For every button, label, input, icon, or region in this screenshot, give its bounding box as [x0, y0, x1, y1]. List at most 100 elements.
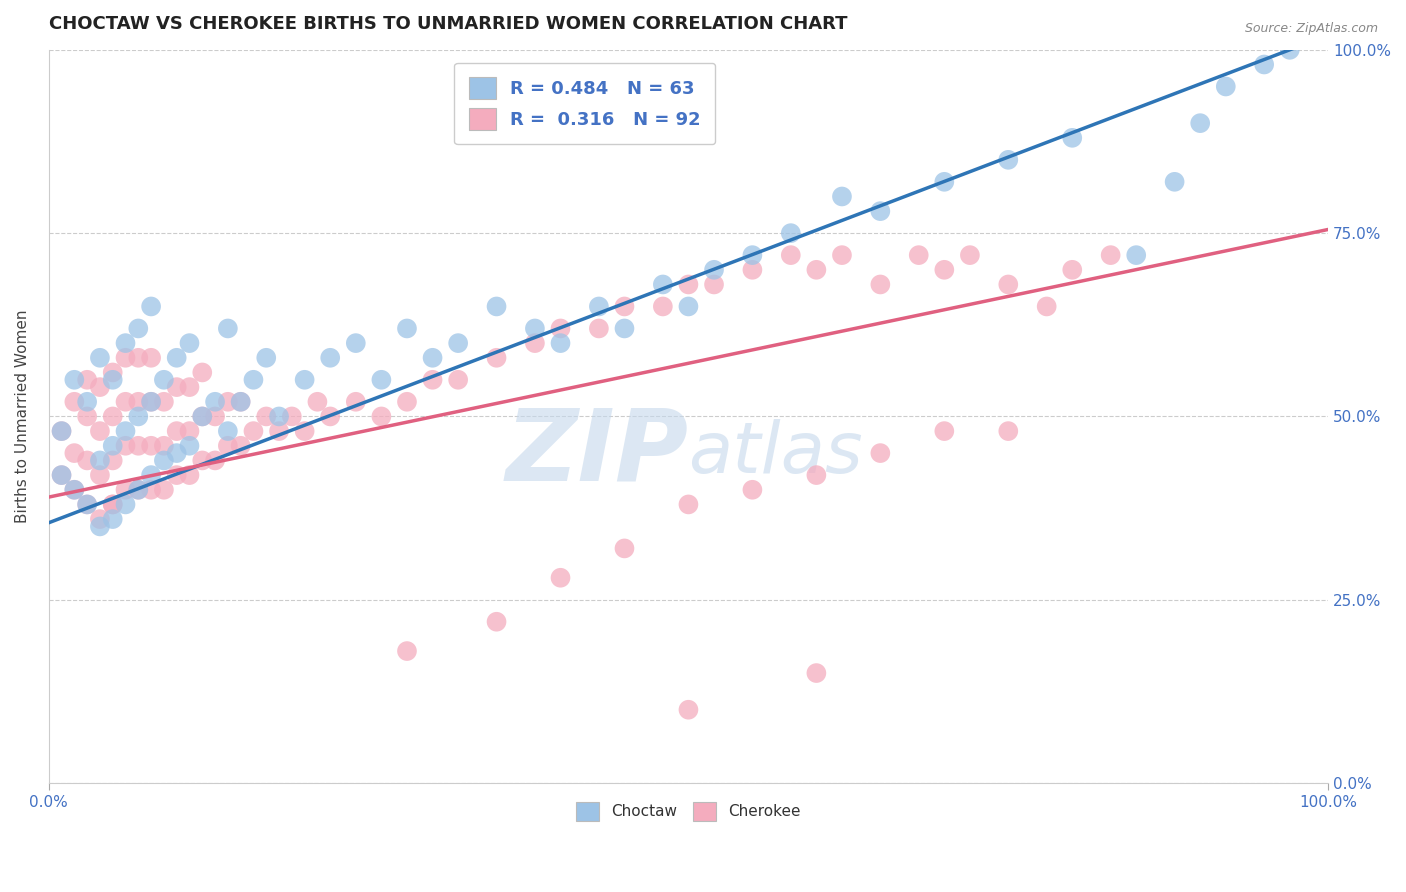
Point — [229, 394, 252, 409]
Point — [997, 424, 1019, 438]
Point — [139, 439, 162, 453]
Point — [447, 373, 470, 387]
Point — [281, 409, 304, 424]
Point — [523, 321, 546, 335]
Point — [395, 644, 418, 658]
Point — [63, 446, 86, 460]
Point — [153, 439, 176, 453]
Point — [254, 351, 277, 365]
Point — [76, 497, 98, 511]
Point — [101, 453, 124, 467]
Point — [139, 394, 162, 409]
Point — [101, 512, 124, 526]
Point — [139, 394, 162, 409]
Point — [89, 519, 111, 533]
Point — [139, 468, 162, 483]
Point — [51, 468, 73, 483]
Point — [217, 439, 239, 453]
Point — [1215, 79, 1237, 94]
Point — [166, 380, 188, 394]
Point — [485, 615, 508, 629]
Point — [319, 409, 342, 424]
Point — [114, 394, 136, 409]
Point — [127, 351, 149, 365]
Text: Source: ZipAtlas.com: Source: ZipAtlas.com — [1244, 22, 1378, 36]
Point — [63, 394, 86, 409]
Point — [613, 321, 636, 335]
Point — [307, 394, 329, 409]
Point — [806, 666, 828, 681]
Text: CHOCTAW VS CHEROKEE BIRTHS TO UNMARRIED WOMEN CORRELATION CHART: CHOCTAW VS CHEROKEE BIRTHS TO UNMARRIED … — [49, 15, 848, 33]
Point — [678, 277, 700, 292]
Point — [63, 483, 86, 497]
Point — [344, 336, 367, 351]
Point — [63, 373, 86, 387]
Point — [242, 424, 264, 438]
Point — [127, 321, 149, 335]
Point — [76, 373, 98, 387]
Point — [678, 300, 700, 314]
Point — [101, 366, 124, 380]
Point — [1062, 131, 1084, 145]
Point — [166, 424, 188, 438]
Point — [485, 300, 508, 314]
Point — [741, 248, 763, 262]
Point — [1163, 175, 1185, 189]
Point — [806, 468, 828, 483]
Point — [89, 468, 111, 483]
Point — [179, 439, 201, 453]
Point — [191, 409, 214, 424]
Point — [1099, 248, 1122, 262]
Point — [613, 541, 636, 556]
Point — [51, 424, 73, 438]
Point — [217, 424, 239, 438]
Point — [89, 351, 111, 365]
Point — [869, 446, 891, 460]
Point — [934, 424, 956, 438]
Point — [370, 409, 392, 424]
Point — [613, 300, 636, 314]
Point — [703, 262, 725, 277]
Point — [907, 248, 929, 262]
Point — [101, 497, 124, 511]
Point — [179, 380, 201, 394]
Point — [51, 424, 73, 438]
Point — [204, 409, 226, 424]
Point — [204, 453, 226, 467]
Point — [422, 373, 444, 387]
Point — [139, 351, 162, 365]
Point — [179, 336, 201, 351]
Point — [166, 446, 188, 460]
Point — [741, 483, 763, 497]
Point — [101, 409, 124, 424]
Point — [101, 373, 124, 387]
Point — [779, 248, 801, 262]
Point — [550, 571, 572, 585]
Point — [114, 351, 136, 365]
Point — [485, 351, 508, 365]
Point — [806, 262, 828, 277]
Text: atlas: atlas — [689, 418, 863, 488]
Point — [447, 336, 470, 351]
Point — [550, 336, 572, 351]
Point — [89, 380, 111, 394]
Point — [1125, 248, 1147, 262]
Point — [127, 409, 149, 424]
Point — [267, 424, 290, 438]
Point — [89, 424, 111, 438]
Point — [550, 321, 572, 335]
Point — [678, 703, 700, 717]
Legend: Choctaw, Cherokee: Choctaw, Cherokee — [571, 796, 807, 827]
Point — [779, 226, 801, 240]
Point — [153, 373, 176, 387]
Point — [153, 394, 176, 409]
Point — [678, 497, 700, 511]
Point — [741, 262, 763, 277]
Point — [127, 483, 149, 497]
Point — [267, 409, 290, 424]
Point — [101, 439, 124, 453]
Point — [254, 409, 277, 424]
Point — [294, 424, 316, 438]
Point — [114, 483, 136, 497]
Point — [101, 497, 124, 511]
